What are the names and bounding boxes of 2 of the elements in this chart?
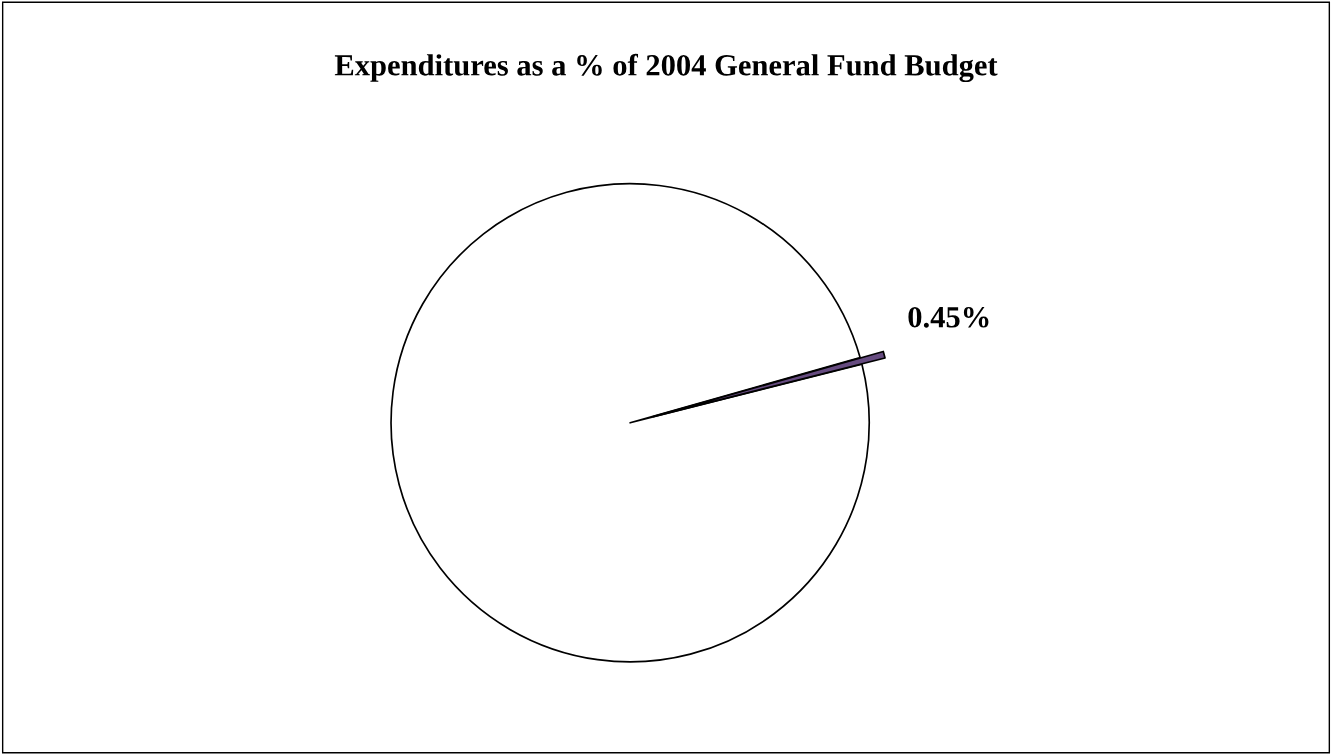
chart-title: Expenditures as a % of 2004 General Fund Budget (334, 53, 998, 83)
data-label: 0.45% (908, 306, 989, 328)
